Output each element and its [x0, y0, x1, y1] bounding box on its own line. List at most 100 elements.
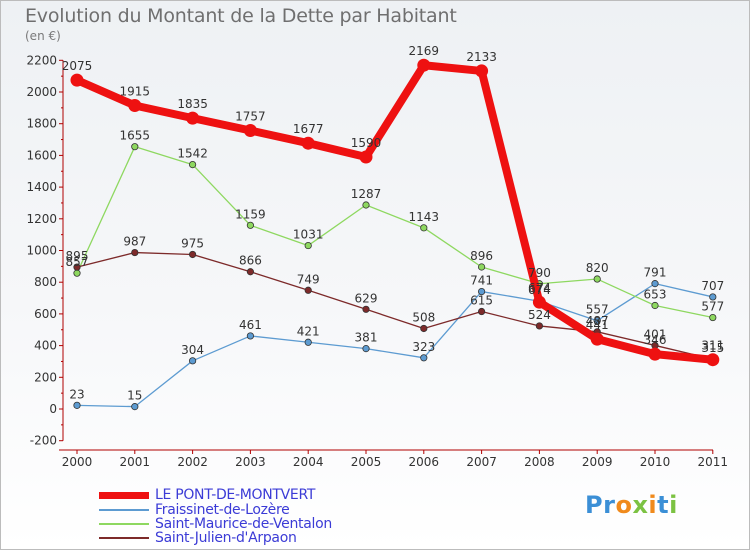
data-point-2: [420, 224, 428, 232]
data-label-1: 461: [239, 318, 262, 332]
y-tick-label: 200: [34, 370, 57, 384]
data-label-1: 15: [127, 389, 142, 403]
data-label-2: 820: [586, 261, 609, 275]
data-label-2: 1159: [235, 207, 266, 221]
x-tick-label: 2010: [640, 455, 671, 469]
data-point-2: [651, 301, 659, 310]
chart-subtitle: (en €): [25, 29, 61, 43]
data-label-0: 1915: [120, 84, 151, 98]
data-point-3: [477, 307, 486, 316]
data-label-1: 707: [701, 279, 724, 293]
x-tick-label: 2002: [177, 455, 208, 469]
series-line-1: [76, 282, 714, 408]
legend-label-2: Saint-Maurice-de-Ventalon: [155, 516, 332, 532]
data-label-1: 304: [181, 343, 204, 357]
data-label-3: 615: [470, 294, 493, 308]
legend-label-3: Saint-Julien-d'Arpaon: [155, 530, 297, 546]
data-point-0: [648, 347, 662, 361]
y-tick-label: 1000: [26, 244, 57, 258]
data-point-0: [417, 58, 431, 72]
series-line-0: [73, 61, 717, 364]
proxiti-logo: Proxiti: [585, 491, 678, 519]
data-label-3: 749: [297, 272, 320, 286]
data-label-2: 857: [66, 255, 89, 269]
y-tick-label: 0: [49, 402, 57, 416]
legend-swatch-1: [99, 509, 149, 511]
y-tick-label: 600: [34, 307, 57, 321]
data-label-0: 2075: [62, 59, 93, 73]
data-label-0: 2169: [409, 44, 440, 58]
data-point-0: [359, 150, 373, 164]
data-point-0: [590, 332, 604, 346]
data-label-2: 1031: [293, 228, 324, 242]
data-point-1: [651, 280, 659, 288]
data-label-0: 1835: [177, 97, 208, 111]
data-point-3: [535, 322, 544, 330]
data-label-1: 23: [69, 387, 84, 401]
data-label-3: 315: [701, 341, 724, 355]
legend-swatch-0: [99, 491, 149, 499]
data-label-2: 1287: [351, 187, 382, 201]
data-label-1: 741: [470, 274, 493, 288]
data-point-0: [243, 124, 257, 138]
data-point-2: [131, 143, 139, 151]
data-point-2: [189, 160, 197, 169]
legend-swatch-2: [99, 523, 149, 525]
y-tick-label: 1600: [26, 148, 57, 162]
data-point-2: [593, 275, 601, 283]
y-tick-label: -200: [30, 434, 57, 448]
data-point-1: [131, 403, 139, 411]
y-tick-label: 1400: [26, 180, 57, 194]
data-label-1: 381: [355, 331, 378, 345]
legend-item-1: Fraissinet-de-Lozère: [99, 502, 290, 518]
data-point-2: [73, 269, 81, 277]
x-tick-label: 2001: [120, 455, 151, 469]
data-point-1: [593, 317, 601, 325]
data-label-0: 1757: [235, 110, 266, 124]
data-label-3: 508: [412, 310, 435, 324]
data-label-3: 987: [123, 235, 146, 249]
x-tick-label: 2000: [62, 455, 93, 469]
legend-label-1: Fraissinet-de-Lozère: [155, 502, 290, 518]
data-label-1: 421: [297, 324, 320, 338]
y-tick-label: 1200: [26, 212, 57, 226]
data-label-3: 524: [528, 308, 551, 322]
y-tick-label: 2200: [26, 53, 57, 67]
legend-item-0: LE PONT-DE-MONTVERT: [99, 487, 315, 503]
data-point-2: [709, 313, 717, 322]
data-label-2: 790: [528, 266, 551, 280]
data-point-1: [73, 401, 81, 409]
x-tick-label: 2007: [466, 455, 497, 469]
data-point-0: [128, 98, 142, 112]
data-label-0: 346: [644, 333, 667, 347]
data-label-0: 1677: [293, 122, 324, 136]
data-point-3: [362, 305, 370, 313]
data-point-2: [304, 241, 312, 250]
legend-swatch-3: [99, 537, 149, 539]
data-label-2: 577: [701, 300, 724, 314]
data-point-2: [246, 221, 254, 229]
x-tick-label: 2006: [409, 455, 440, 469]
data-label-2: 1655: [120, 129, 151, 143]
data-label-1: 557: [586, 303, 609, 317]
data-label-3: 866: [239, 254, 262, 268]
data-point-3: [73, 263, 81, 271]
x-tick-label: 2008: [524, 455, 555, 469]
data-label-3: 975: [181, 236, 204, 250]
data-point-1: [189, 357, 197, 365]
data-point-1: [362, 345, 370, 353]
data-point-1: [709, 293, 717, 301]
data-label-0: 2133: [466, 50, 497, 64]
data-point-2: [362, 201, 370, 209]
data-point-0: [186, 111, 200, 125]
data-point-0: [532, 295, 546, 309]
legend-item-2: Saint-Maurice-de-Ventalon: [99, 516, 332, 532]
data-label-3: 629: [355, 291, 378, 305]
y-tick-label: 800: [34, 275, 57, 289]
data-label-1: 323: [412, 340, 435, 354]
data-label-0: 311: [701, 339, 724, 353]
series-line-3: [76, 251, 714, 360]
data-point-0: [706, 353, 720, 367]
data-point-3: [131, 248, 139, 257]
